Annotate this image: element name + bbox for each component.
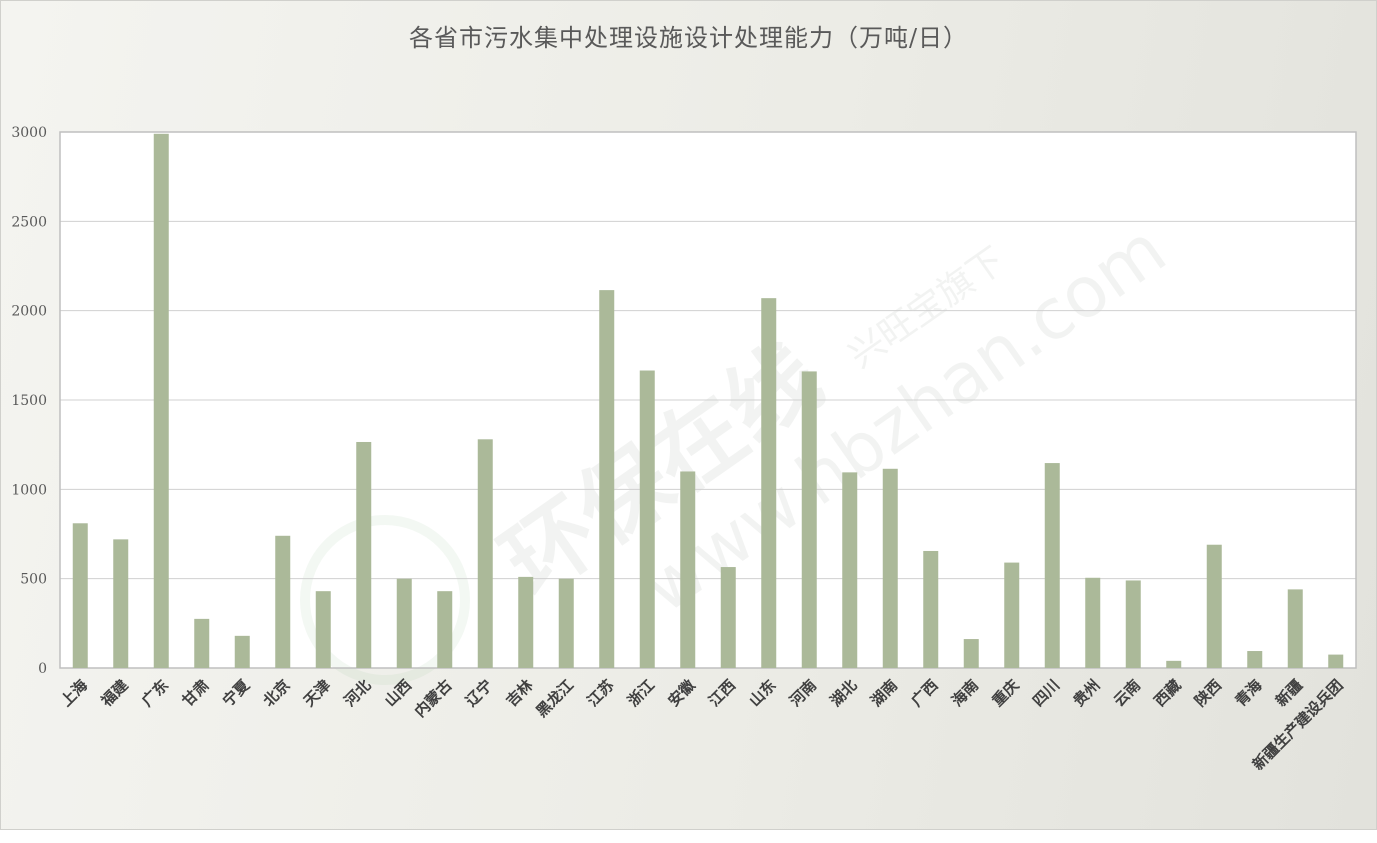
bar bbox=[194, 618, 210, 668]
x-tick-label: 福建 bbox=[97, 675, 132, 710]
y-tick-label: 500 bbox=[20, 572, 47, 588]
bar bbox=[1287, 589, 1303, 668]
chart-title: 各省市污水集中处理设施设计处理能力（万吨/日） bbox=[408, 24, 969, 52]
bar bbox=[1206, 544, 1222, 668]
x-tick-label: 天津 bbox=[300, 676, 334, 710]
x-tick-label: 上海 bbox=[57, 676, 91, 710]
bar bbox=[518, 576, 534, 668]
x-tick-label: 重庆 bbox=[989, 676, 1023, 710]
x-tick-label: 北京 bbox=[260, 676, 294, 710]
x-tick-label: 海南 bbox=[948, 676, 982, 710]
x-tick-label: 宁夏 bbox=[219, 675, 254, 710]
x-tick-label: 贵州 bbox=[1070, 676, 1104, 710]
x-tick-label: 甘肃 bbox=[179, 676, 213, 710]
bar bbox=[1004, 562, 1020, 668]
bar bbox=[599, 290, 615, 668]
bar bbox=[963, 639, 979, 668]
bar bbox=[234, 635, 250, 668]
x-tick-label: 山东 bbox=[746, 676, 780, 710]
x-tick-label: 四川 bbox=[1029, 676, 1063, 710]
x-tick-label: 黑龙江 bbox=[533, 676, 578, 721]
bar bbox=[1166, 660, 1182, 668]
bar bbox=[1125, 580, 1141, 668]
bar bbox=[437, 591, 453, 668]
x-tick-label: 西藏 bbox=[1151, 676, 1185, 710]
x-tick-label: 陕西 bbox=[1191, 676, 1225, 710]
x-tick-label: 云南 bbox=[1110, 676, 1144, 710]
y-tick-label: 1000 bbox=[11, 482, 47, 498]
x-tick-label: 青海 bbox=[1232, 676, 1266, 710]
x-tick-label: 吉林 bbox=[503, 675, 538, 710]
x-tick-label: 新疆 bbox=[1272, 676, 1306, 710]
y-tick-label: 2500 bbox=[11, 214, 47, 230]
bar bbox=[153, 133, 169, 668]
y-tick-label: 3000 bbox=[11, 125, 47, 141]
bar bbox=[315, 591, 331, 668]
bar bbox=[396, 578, 412, 668]
x-tick-label: 广西 bbox=[908, 676, 942, 710]
bar bbox=[1247, 651, 1263, 668]
bar bbox=[720, 567, 736, 668]
bar bbox=[761, 298, 777, 668]
bar bbox=[882, 468, 898, 668]
bar bbox=[477, 439, 493, 668]
watermark-logo-icon bbox=[300, 515, 470, 685]
bar bbox=[923, 550, 939, 668]
bar bbox=[113, 539, 129, 668]
x-tick-label: 广东 bbox=[138, 676, 172, 710]
bar bbox=[1085, 577, 1101, 668]
bar bbox=[1044, 463, 1060, 668]
y-tick-label: 0 bbox=[38, 661, 47, 677]
bar bbox=[356, 441, 372, 668]
bar bbox=[1328, 654, 1344, 668]
plot-border bbox=[59, 131, 1357, 669]
bar bbox=[275, 535, 291, 668]
x-tick-label: 辽宁 bbox=[462, 676, 496, 710]
bar bbox=[801, 371, 817, 668]
bar bbox=[558, 578, 574, 668]
y-tick-label: 1500 bbox=[11, 393, 47, 409]
x-tick-label: 江西 bbox=[705, 676, 739, 710]
x-tick-label: 湖北 bbox=[827, 676, 861, 710]
bar bbox=[680, 471, 696, 668]
x-tick-label: 河南 bbox=[786, 676, 820, 710]
bar bbox=[72, 523, 88, 668]
y-tick-label: 2000 bbox=[11, 304, 47, 320]
x-tick-label: 内蒙古 bbox=[411, 676, 456, 721]
bar bbox=[842, 472, 858, 668]
bar bbox=[639, 370, 655, 668]
x-tick-label: 安徽 bbox=[665, 675, 700, 710]
x-tick-label: 湖南 bbox=[867, 676, 901, 710]
x-tick-label: 浙江 bbox=[624, 676, 658, 710]
x-tick-label: 江苏 bbox=[584, 676, 618, 710]
